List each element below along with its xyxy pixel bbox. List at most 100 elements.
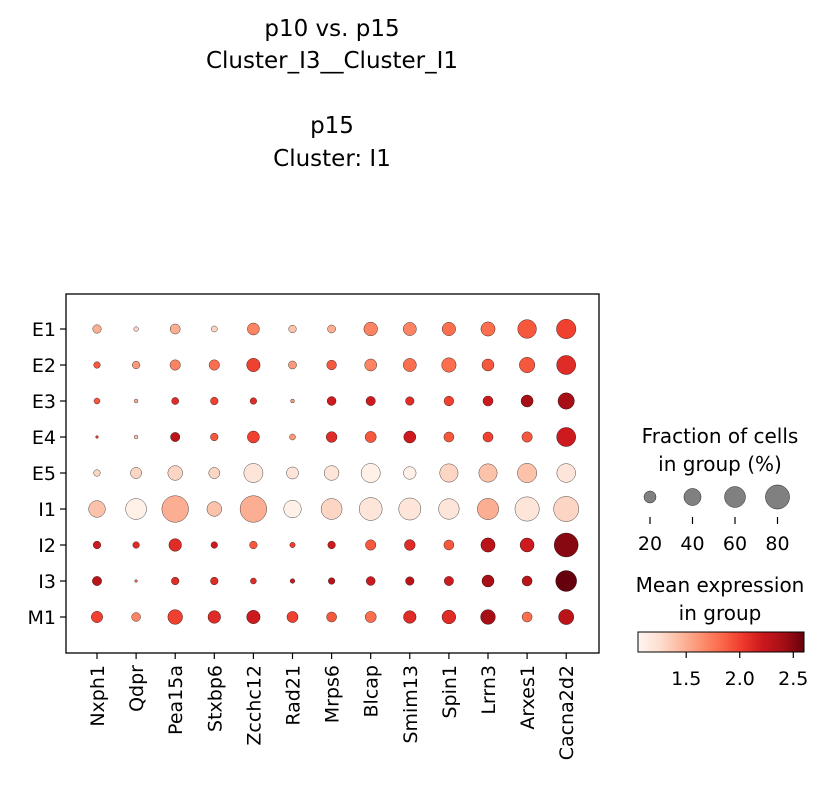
dot: [443, 539, 455, 551]
dot: [439, 463, 459, 483]
y-tick-label: M1: [28, 607, 56, 629]
dot: [360, 463, 381, 483]
dot: [444, 576, 454, 586]
dot: [366, 576, 376, 586]
color-legend-title-line-2: in group: [679, 601, 762, 625]
dot: [208, 359, 220, 371]
dot: [521, 575, 533, 587]
dot: [478, 463, 498, 483]
size-legend-dot: [724, 486, 746, 508]
dot: [247, 430, 260, 444]
dot: [519, 357, 536, 373]
chart-title: p10 vs. p15 Cluster_I3__Cluster_I1 p15 C…: [206, 16, 458, 172]
x-tick-label: Qdpr: [126, 665, 148, 712]
x-tick-label: Blcap: [361, 665, 383, 717]
y-tick-label: I2: [38, 535, 56, 557]
y-tick-label: I1: [38, 499, 56, 521]
dots-layer: [88, 319, 579, 625]
dot: [359, 497, 383, 521]
dot: [365, 539, 377, 551]
dot: [481, 358, 495, 372]
x-tick-label: Rad21: [283, 665, 305, 726]
dot: [130, 467, 142, 479]
dot: [247, 322, 260, 336]
x-tick-label: Nxph1: [87, 665, 109, 727]
dot: [131, 612, 141, 622]
dot: [134, 398, 139, 404]
dot: [288, 325, 297, 333]
dot: [328, 577, 336, 585]
dot: [326, 431, 338, 443]
dot: [405, 576, 415, 586]
dot: [206, 501, 222, 517]
title-line-5: Cluster: I1: [273, 146, 391, 172]
size-legend-label: 60: [723, 533, 747, 555]
dot: [239, 495, 267, 523]
dot: [441, 609, 456, 625]
colorbar-tick-label: 2.0: [725, 668, 755, 690]
y-tick-label: E5: [32, 463, 56, 485]
dot: [558, 609, 575, 625]
x-tick-label: Smim13: [400, 665, 422, 744]
dot: [480, 609, 496, 625]
dot: [168, 538, 182, 552]
colorbar-tick-label: 2.5: [778, 668, 808, 690]
dot: [125, 498, 147, 520]
dot: [556, 463, 576, 483]
y-axis: E1 E2 E3 E4 E5 I1 I2 I3 M1: [28, 319, 66, 629]
size-legend-dot: [643, 490, 657, 504]
dot: [250, 577, 257, 585]
size-legend-title-line-2: in group (%): [658, 452, 782, 476]
dot: [398, 497, 422, 521]
dot: [554, 532, 579, 558]
dot: [134, 434, 139, 440]
dot: [161, 495, 189, 523]
dot: [327, 324, 336, 334]
x-tick-label: Mrps6: [322, 665, 344, 723]
y-tick-label: E4: [32, 427, 56, 449]
dot: [403, 610, 417, 624]
dot: [438, 498, 460, 520]
dot: [289, 433, 296, 441]
dot: [403, 430, 417, 444]
dot: [134, 579, 138, 583]
x-tick-label: Spin1: [439, 665, 461, 719]
dot: [327, 541, 336, 549]
y-tick-label: E2: [32, 355, 56, 377]
dot: [364, 431, 377, 443]
dot: [283, 500, 302, 518]
dot: [481, 574, 495, 588]
dot: [246, 358, 261, 372]
dot: [290, 398, 295, 404]
dot: [443, 431, 455, 443]
dot: [364, 611, 377, 623]
dot: [167, 465, 183, 481]
dot: [480, 321, 496, 337]
dot: [249, 397, 257, 405]
dot: [553, 496, 579, 522]
dot: [443, 395, 454, 407]
dot: [132, 361, 141, 369]
dot: [326, 359, 337, 371]
color-legend: Mean expression in group 1.5 2.0 2.5: [636, 573, 809, 690]
dot: [365, 396, 376, 406]
dot: [324, 465, 340, 481]
dot: [514, 496, 540, 522]
dot: [482, 395, 494, 407]
dot: [320, 498, 343, 520]
dot: [289, 542, 296, 548]
x-tick-label: Lrrn3: [478, 665, 500, 715]
size-legend: Fraction of cells in group (%) 20 40 60 80: [638, 424, 798, 555]
dot: [92, 324, 102, 334]
dot: [93, 469, 101, 477]
dot: [170, 432, 181, 442]
dot: [517, 319, 537, 339]
color-legend-title-line-1: Mean expression: [636, 573, 805, 597]
dot: [92, 576, 102, 586]
title-line-4: p15: [310, 113, 354, 139]
size-legend-title-line-1: Fraction of cells: [642, 424, 799, 448]
dot: [243, 463, 264, 483]
dot: [286, 466, 299, 480]
dot: [211, 325, 218, 333]
